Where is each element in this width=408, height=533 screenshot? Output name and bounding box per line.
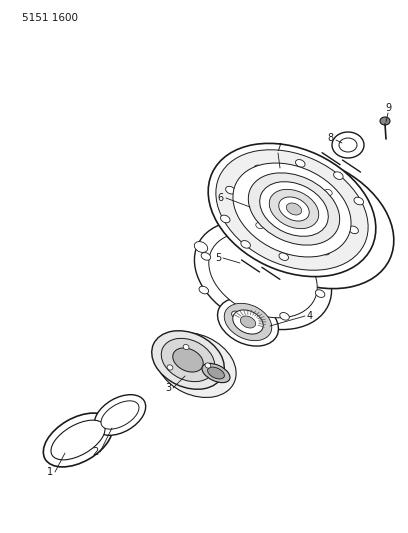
Ellipse shape — [279, 197, 309, 221]
Ellipse shape — [334, 172, 343, 180]
Text: 3: 3 — [165, 383, 171, 393]
Ellipse shape — [256, 223, 264, 229]
Ellipse shape — [294, 235, 302, 241]
Ellipse shape — [315, 290, 325, 297]
Text: 5: 5 — [215, 253, 221, 263]
Ellipse shape — [286, 203, 302, 215]
Ellipse shape — [233, 163, 351, 257]
Ellipse shape — [43, 413, 113, 467]
Ellipse shape — [354, 197, 364, 205]
Text: 9: 9 — [385, 103, 391, 113]
Ellipse shape — [183, 344, 189, 350]
Ellipse shape — [260, 182, 328, 236]
Text: 6: 6 — [217, 193, 223, 203]
Text: 1: 1 — [47, 467, 53, 477]
Ellipse shape — [209, 232, 317, 318]
Ellipse shape — [241, 240, 251, 248]
Ellipse shape — [328, 218, 336, 224]
Ellipse shape — [254, 165, 264, 173]
Ellipse shape — [380, 117, 390, 125]
Ellipse shape — [248, 173, 340, 245]
Ellipse shape — [167, 365, 173, 370]
Ellipse shape — [173, 348, 203, 372]
Ellipse shape — [208, 367, 224, 379]
Ellipse shape — [280, 312, 289, 320]
Ellipse shape — [285, 231, 295, 239]
Ellipse shape — [51, 420, 105, 460]
Ellipse shape — [217, 298, 278, 346]
Ellipse shape — [317, 256, 327, 264]
Ellipse shape — [332, 132, 364, 158]
Ellipse shape — [252, 193, 260, 200]
Ellipse shape — [279, 253, 288, 261]
Ellipse shape — [240, 316, 256, 328]
Ellipse shape — [216, 150, 368, 270]
Ellipse shape — [226, 187, 235, 194]
Ellipse shape — [226, 156, 394, 289]
Ellipse shape — [199, 286, 208, 294]
Ellipse shape — [202, 364, 230, 383]
Text: 7: 7 — [275, 143, 281, 153]
Ellipse shape — [205, 363, 211, 368]
Ellipse shape — [208, 143, 376, 277]
Ellipse shape — [201, 253, 211, 260]
Ellipse shape — [349, 226, 358, 233]
Ellipse shape — [232, 311, 241, 319]
Ellipse shape — [101, 401, 139, 429]
Ellipse shape — [233, 310, 263, 334]
Text: 2: 2 — [92, 447, 98, 457]
Ellipse shape — [269, 189, 319, 229]
Ellipse shape — [220, 215, 230, 223]
Ellipse shape — [339, 138, 357, 152]
Ellipse shape — [161, 338, 215, 382]
Ellipse shape — [237, 230, 246, 238]
Ellipse shape — [156, 333, 236, 398]
Text: 8: 8 — [327, 133, 333, 143]
Ellipse shape — [194, 241, 208, 253]
Ellipse shape — [325, 189, 332, 196]
Ellipse shape — [94, 394, 146, 435]
Ellipse shape — [194, 221, 332, 329]
Ellipse shape — [152, 331, 224, 389]
Ellipse shape — [295, 159, 305, 167]
Text: 5151 1600: 5151 1600 — [22, 13, 78, 23]
Text: 4: 4 — [307, 311, 313, 321]
Ellipse shape — [286, 177, 294, 183]
Ellipse shape — [320, 247, 330, 255]
Ellipse shape — [224, 303, 272, 341]
